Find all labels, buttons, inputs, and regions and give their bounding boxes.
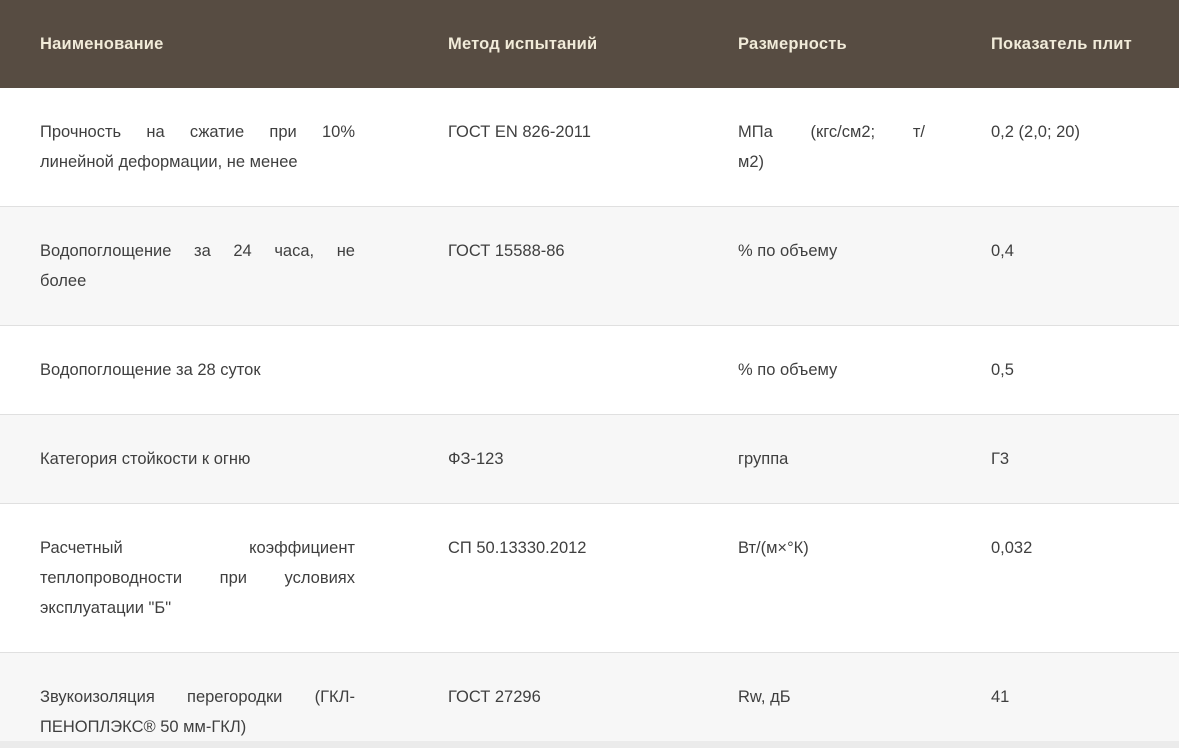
cell-method: ГОСТ 27296	[428, 652, 718, 748]
cell-value: Г3	[971, 414, 1179, 504]
table-row: Прочность на сжатие при 10% линейной дефо…	[0, 88, 1179, 207]
cell-unit: группа	[718, 414, 971, 504]
column-header-method: Метод испытаний	[428, 0, 718, 88]
cell-name: Звукоизоляция перегородки (ГКЛ- ПЕНОПЛЭКС…	[0, 652, 428, 748]
cell-name: Прочность на сжатие при 10% линейной дефо…	[0, 88, 428, 207]
cell-unit: Вт/(м×°К)	[718, 503, 971, 653]
table-header: Наименование Метод испытаний Размерность…	[0, 0, 1179, 88]
cell-name: Водопоглощение за 28 суток	[0, 325, 428, 415]
table-bottom-edge	[0, 741, 1179, 748]
cell-name: Расчетный коэффициент теплопроводности пр…	[0, 503, 428, 653]
cell-method	[428, 325, 718, 415]
cell-unit: % по объему	[718, 325, 971, 415]
table-body: Прочность на сжатие при 10% линейной дефо…	[0, 88, 1179, 748]
cell-name: Категория стойкости к огню	[0, 414, 428, 504]
column-header-value: Показатель плит	[971, 0, 1179, 88]
cell-value: 41	[971, 652, 1179, 748]
cell-method: СП 50.13330.2012	[428, 503, 718, 653]
cell-value: 0,032	[971, 503, 1179, 653]
cell-method: ФЗ-123	[428, 414, 718, 504]
table-row: Водопоглощение за 28 суток % по объему 0…	[0, 325, 1179, 415]
column-header-unit: Размерность	[718, 0, 971, 88]
cell-value: 0,4	[971, 206, 1179, 326]
table-row: Звукоизоляция перегородки (ГКЛ- ПЕНОПЛЭКС…	[0, 652, 1179, 748]
cell-method: ГОСТ EN 826-2011	[428, 88, 718, 207]
table-row: Расчетный коэффициент теплопроводности пр…	[0, 503, 1179, 653]
cell-unit: % по объему	[718, 206, 971, 326]
cell-unit: Rw, дБ	[718, 652, 971, 748]
header-row: Наименование Метод испытаний Размерность…	[0, 0, 1179, 88]
cell-name: Водопоглощение за 24 часа, не более	[0, 206, 428, 326]
cell-value: 0,2 (2,0; 20)	[971, 88, 1179, 207]
cell-unit: МПа (кгс/см2; т/м2)	[718, 88, 971, 207]
table-row: Категория стойкости к огню ФЗ-123 группа…	[0, 414, 1179, 504]
cell-value: 0,5	[971, 325, 1179, 415]
table-row: Водопоглощение за 24 часа, не более ГОСТ …	[0, 206, 1179, 326]
column-header-name: Наименование	[0, 0, 428, 88]
cell-method: ГОСТ 15588-86	[428, 206, 718, 326]
